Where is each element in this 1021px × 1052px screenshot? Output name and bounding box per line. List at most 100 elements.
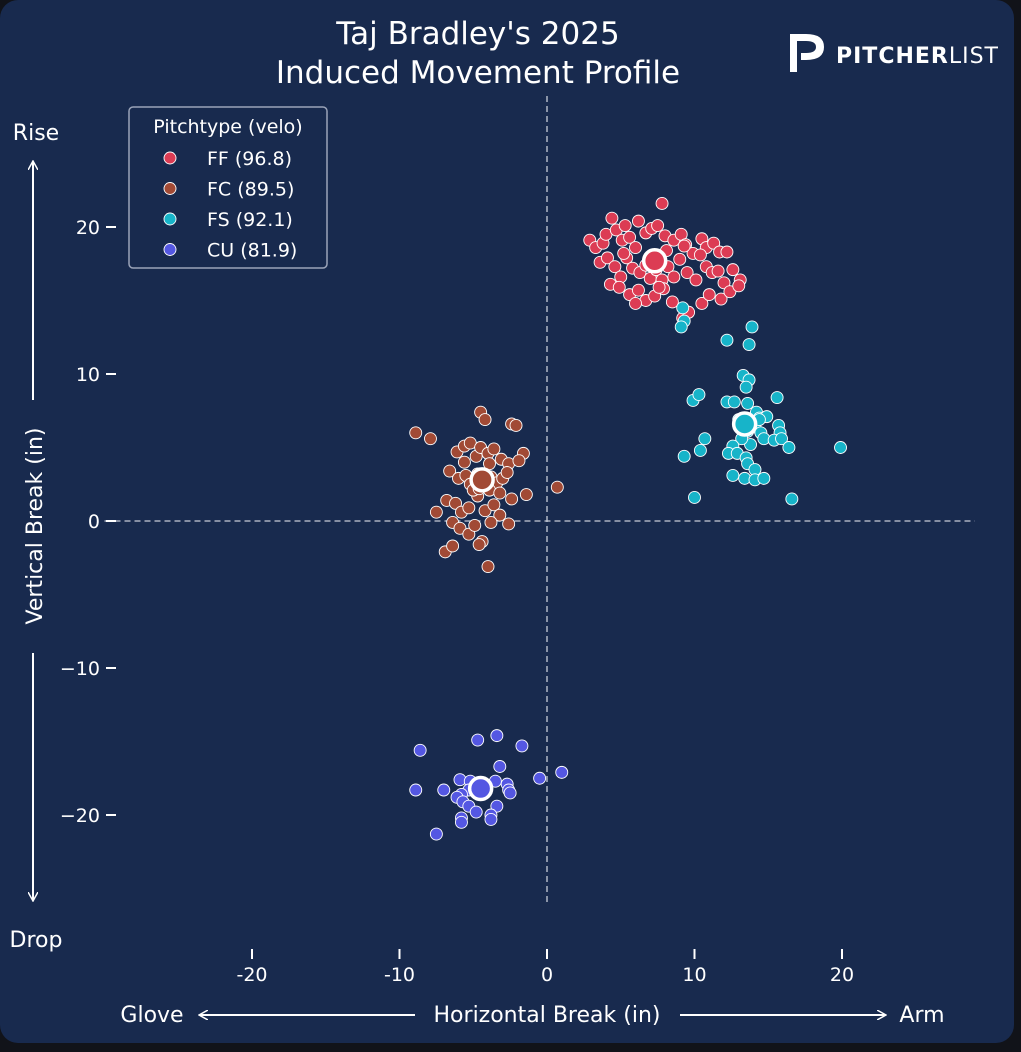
y-axis-label-group: Rise Vertical Break (in) Drop (10, 121, 63, 953)
point-ff (632, 214, 645, 228)
point-fs (727, 395, 741, 409)
legend-marker-cu (163, 243, 177, 256)
point-fc (409, 426, 423, 440)
drop-label: Drop (10, 928, 63, 953)
point-ff (714, 292, 728, 306)
point-fc (550, 480, 564, 494)
y-tick-label: 0 (88, 511, 100, 533)
point-fc (481, 560, 495, 574)
point-fc (462, 527, 476, 541)
point-fc (446, 539, 460, 553)
legend-box (128, 106, 328, 269)
point-ff (702, 288, 716, 302)
point-ff (723, 285, 737, 299)
point-fs (739, 380, 753, 394)
point-cu (493, 760, 507, 773)
point-fc (429, 505, 443, 519)
point-cu (555, 765, 569, 779)
point-ff (605, 211, 619, 225)
legend-marker-ff (163, 151, 177, 165)
logo-text-bold: PITCHER (836, 44, 949, 69)
point-fs (676, 301, 690, 315)
point-cu (515, 739, 529, 753)
point-fc (462, 501, 476, 515)
scatter-points (409, 197, 847, 841)
point-ff (673, 252, 687, 266)
point-fc (468, 518, 482, 532)
point-fs (688, 491, 701, 504)
svg-text:PITCHERLIST: PITCHERLIST (836, 44, 999, 69)
point-fc (449, 496, 462, 510)
point-ff (629, 296, 642, 310)
point-fs (744, 438, 757, 452)
point-cu (437, 783, 451, 797)
point-cu (503, 786, 517, 800)
point-fs (692, 388, 706, 402)
reference-lines (104, 96, 975, 904)
point-ff (695, 296, 709, 310)
point-cu (413, 743, 427, 757)
point-fc (502, 517, 516, 531)
point-cu (455, 815, 468, 829)
point-ff (617, 247, 631, 260)
point-cu (471, 733, 485, 747)
point-fs (677, 449, 691, 463)
point-fs (720, 333, 734, 347)
point-fc (519, 488, 533, 501)
legend-label-ff: FF (96.8) (207, 148, 292, 170)
point-fc (424, 432, 437, 446)
point-fs (745, 320, 759, 334)
point-fc (457, 455, 471, 469)
point-ff (652, 280, 666, 294)
point-fs (770, 391, 784, 404)
x-tick-label: 20 (830, 964, 854, 986)
point-ff (651, 219, 665, 232)
point-cu (533, 771, 547, 785)
point-ff (707, 236, 721, 250)
mean-marker-ff (641, 248, 668, 274)
arm-label: Arm (899, 1003, 944, 1028)
point-ff (667, 270, 681, 284)
point-cu (490, 799, 504, 813)
legend-label-cu: CU (81.9) (207, 240, 297, 262)
point-ff (726, 263, 740, 277)
y-tick-label: −20 (60, 805, 100, 827)
point-fc (487, 498, 501, 512)
point-fc (505, 492, 519, 506)
x-tick-label: -10 (384, 964, 415, 986)
point-fc (512, 454, 526, 468)
point-cu (469, 805, 483, 819)
y-tick-label: 10 (76, 364, 100, 386)
point-fc (443, 464, 457, 478)
point-ff (608, 260, 622, 274)
point-fs (742, 338, 756, 352)
mean-marker-cu (467, 775, 494, 802)
y-tick-label: 20 (76, 217, 100, 239)
y-tick-label: −10 (60, 658, 100, 680)
point-fc (509, 419, 523, 432)
legend-label-fs: FS (92.1) (207, 209, 293, 231)
glove-label: Glove (120, 1003, 183, 1028)
point-fs (782, 441, 796, 454)
point-fc (493, 486, 507, 500)
y-axis-ticks: 20 10 0 −10 −20 (60, 217, 116, 827)
point-ff (720, 245, 734, 259)
legend-marker-fc (163, 182, 177, 195)
point-fs (741, 396, 755, 410)
point-ff (665, 295, 679, 309)
legend-title: Pitchtype (velo) (153, 116, 302, 138)
point-ff (717, 276, 731, 290)
point-ff (601, 251, 614, 265)
point-ff (623, 230, 637, 244)
point-fc (500, 466, 514, 479)
y-axis-label: Vertical Break (in) (23, 428, 48, 625)
point-ff (655, 197, 669, 210)
point-ff (612, 280, 626, 294)
legend-label-fc: FC (89.5) (207, 179, 294, 201)
mean-marker-fc (469, 467, 495, 493)
point-fs (834, 441, 847, 454)
x-axis-label-group: Glove Horizontal Break (in) Arm (120, 1003, 944, 1028)
point-ff (732, 279, 746, 293)
